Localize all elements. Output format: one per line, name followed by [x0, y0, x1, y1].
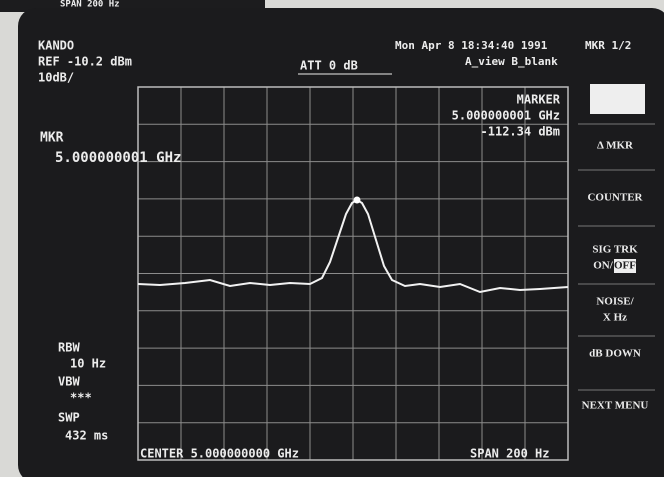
center-frequency: CENTER 5.000000000 GHz	[140, 447, 299, 461]
top-strip-text: SPAN 200 Hz	[60, 0, 120, 10]
graticule-frame	[137, 86, 569, 461]
marker-frequency: 5.000000001 GHz	[452, 109, 560, 123]
softkey-noise[interactable]: NOISE/	[596, 296, 634, 308]
softkey-counter[interactable]: COUNTER	[587, 192, 643, 204]
softkey-noise-unit[interactable]: X Hz	[603, 312, 627, 324]
swp-value: 432 ms	[65, 429, 108, 443]
softkey-blank[interactable]	[590, 84, 645, 114]
mkr-frequency: 5.000000001 GHz	[55, 150, 181, 166]
view: A_view B_blank	[465, 55, 558, 68]
marker-dot	[353, 196, 361, 204]
off-highlight	[614, 259, 636, 273]
softkey-sig-trk[interactable]: SIG TRK	[592, 244, 638, 256]
attenuation: ATT 0 dB	[300, 59, 358, 73]
datetime: Mon Apr 8 18:34:40 1991	[395, 39, 548, 52]
span: SPAN 200 Hz	[470, 447, 549, 461]
vbw-value: ***	[70, 391, 92, 405]
marker-label: MARKER	[517, 93, 561, 107]
rbw-value: 10 Hz	[70, 357, 106, 371]
scale: 10dB/	[38, 71, 74, 85]
display	[18, 8, 664, 477]
swp-label: SWP	[58, 411, 80, 425]
softkey-sig-trk-on[interactable]: ON/	[593, 260, 614, 272]
graticule	[138, 87, 568, 460]
brand: KANDO	[38, 39, 74, 53]
softkey-db-down[interactable]: dB DOWN	[589, 348, 641, 360]
softkey-next-menu[interactable]: NEXT MENU	[582, 400, 649, 412]
marker-count: MKR 1/2	[585, 39, 631, 52]
softkey-delta-marker[interactable]: Δ MKR	[597, 140, 634, 152]
softkey-sig-trk-off[interactable]: OFF	[614, 260, 636, 272]
mkr-label: MKR	[40, 131, 64, 146]
vbw-label: VBW	[58, 375, 80, 389]
rbw-label: RBW	[58, 341, 80, 355]
ref-level: REF -10.2 dBm	[38, 55, 132, 69]
softkeys: Δ MKR COUNTER SIG TRK ON/ OFF NOISE/ X H…	[578, 84, 655, 412]
marker-level: -112.34 dBm	[481, 125, 560, 139]
